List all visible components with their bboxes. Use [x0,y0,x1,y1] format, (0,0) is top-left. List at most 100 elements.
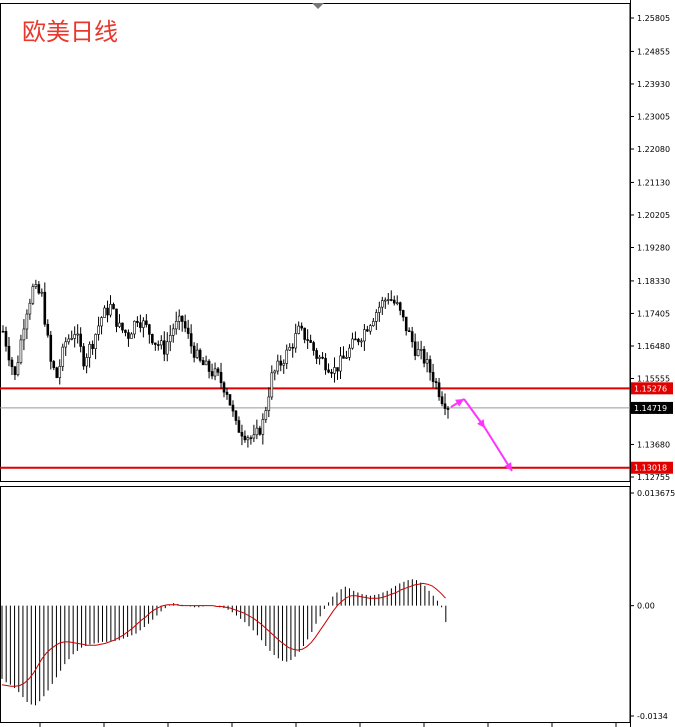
candle-body [383,299,387,302]
candle-body [440,396,444,405]
candle-body [416,349,420,356]
candle-body [222,382,226,393]
candle-body [395,302,399,304]
candle-body [88,343,91,358]
candle-body [10,359,14,368]
macd-histogram [1,579,447,706]
candle-body [291,346,295,349]
candle-body [434,381,438,383]
candle-body [327,369,330,373]
candle-body [31,286,35,304]
candle-body [97,325,100,335]
candle-body [297,325,300,334]
candle-body [389,299,393,301]
candle-body [261,419,265,435]
candle-body [19,339,23,363]
candle-body [315,350,318,359]
candle-body [428,359,432,373]
candle-body [300,325,303,329]
candle-body [22,328,26,341]
candle-body [321,356,324,359]
candle-body [121,322,124,331]
candle-body [267,396,271,411]
candle-body [73,334,76,339]
macd-tick-label: 0.013675 [637,489,675,498]
candle-body [127,332,130,339]
candle-body [348,347,351,358]
candle-body [142,320,145,328]
candle-body [133,320,136,335]
candle-body [422,348,426,364]
candle-body [109,304,112,316]
candle-body [148,324,151,335]
candle-body [192,345,196,358]
candle-body [419,348,423,351]
candle-body [162,340,166,355]
candle-body [70,338,73,340]
candle-body [276,360,280,372]
chart-title: 欧美日线 [22,18,118,46]
scroll-marker-icon [312,3,324,9]
candle-body [285,349,289,364]
price-tag [631,401,673,414]
candle-body [67,338,71,343]
candle-body [91,343,94,349]
price-tick-label: 1.23930 [637,80,670,89]
candle-body [145,320,148,325]
candle-body [282,363,286,366]
candle-body [381,300,384,308]
candle-body [52,361,56,369]
candle-body [186,327,190,334]
candle-body [336,367,339,372]
candle-body [210,371,214,377]
candle-body [437,382,441,398]
candle-body [386,299,390,301]
price-tick-label: 1.20205 [637,211,670,220]
candle-body [16,362,20,376]
candle-body [425,359,429,364]
candle-body [85,357,88,367]
candle-body [13,366,17,376]
candle-body [351,338,354,349]
candle-body [94,334,97,349]
candle-body [413,341,417,356]
price-tick-label: 1.12755 [637,473,670,482]
candle-body [79,333,82,347]
candle-body [363,329,366,342]
candle-body [372,321,375,326]
candle-body [360,340,363,343]
candle-body [159,340,163,346]
price-tick-label: 1.22080 [637,145,670,154]
candle-body [369,325,372,332]
candle-body [168,335,172,343]
candle-body [204,360,208,366]
candle-body [49,334,53,362]
candle-body [157,344,160,346]
candle-body [401,310,405,318]
candle-body [64,341,68,348]
candle-body [82,346,85,367]
candle-body [154,342,157,345]
candle-body [324,357,327,371]
macd-signal-line [1,582,446,687]
candle-body [40,291,44,294]
candle-body [375,312,378,322]
candle-body [407,330,411,333]
candle-body [234,410,238,421]
price-tag-label: 1.15276 [634,384,667,393]
candle-body [171,328,175,336]
candle-body [312,342,315,351]
candle-body [279,360,283,366]
candle-body [4,331,8,347]
candle-body [342,355,345,359]
candle-body [246,437,250,441]
sub-frame [0,486,631,723]
candle-body [309,340,312,343]
candle-body [252,434,256,439]
main-frame [0,3,631,482]
price-tag-label: 1.14719 [634,404,667,413]
price-tick-label: 1.13680 [637,440,670,449]
candle-body [165,341,169,355]
